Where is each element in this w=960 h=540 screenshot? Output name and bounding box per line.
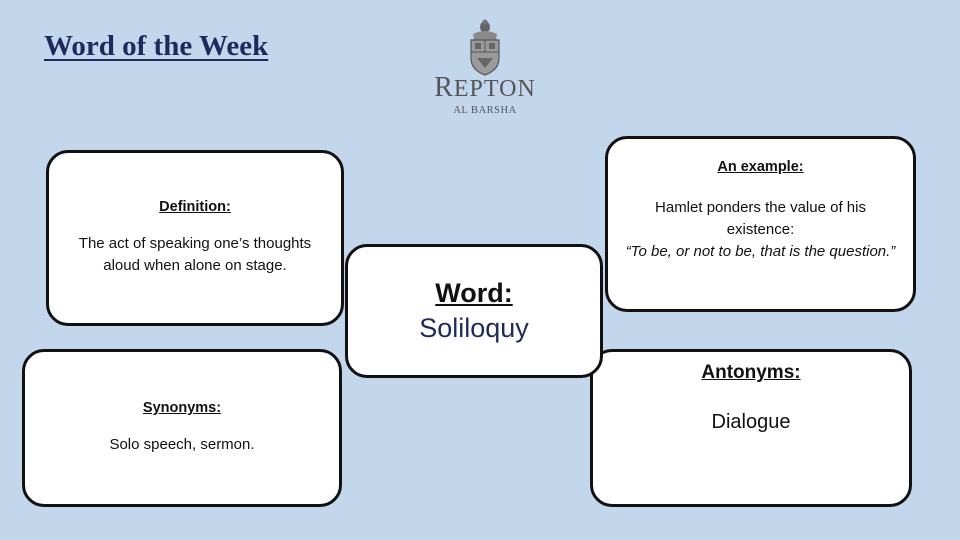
synonyms-text: Solo speech, sermon. bbox=[109, 436, 255, 454]
logo-wordmark: REPTON bbox=[434, 72, 536, 103]
word-card: Word: Soliloquy bbox=[345, 244, 603, 378]
word-label: Word: bbox=[435, 278, 513, 308]
antonyms-heading: Antonyms: bbox=[701, 362, 801, 383]
logo-subtitle: AL BARSHA bbox=[453, 105, 517, 116]
page-title: Word of the Week bbox=[44, 30, 269, 62]
definition-heading: Definition: bbox=[159, 199, 231, 216]
word-value: Soliloquy bbox=[419, 313, 529, 343]
school-crest-icon bbox=[470, 19, 500, 76]
example-quote: “To be, or not to be, that is the questi… bbox=[625, 242, 896, 260]
synonyms-card: Synonyms: Solo speech, sermon. bbox=[22, 349, 342, 507]
school-logo: REPTON AL BARSHA bbox=[420, 18, 550, 128]
example-card: An example: Hamlet ponders the value of … bbox=[605, 136, 916, 312]
definition-text: The act of speaking one’s thoughts aloud… bbox=[78, 235, 312, 274]
antonyms-text: Dialogue bbox=[711, 411, 791, 433]
example-text: Hamlet ponders the value of his existenc… bbox=[655, 199, 866, 238]
synonyms-heading: Synonyms: bbox=[142, 400, 222, 417]
example-heading: An example: bbox=[717, 159, 804, 175]
definition-card: Definition: The act of speaking one’s th… bbox=[46, 150, 344, 326]
antonyms-card: Antonyms: Dialogue bbox=[590, 349, 912, 507]
